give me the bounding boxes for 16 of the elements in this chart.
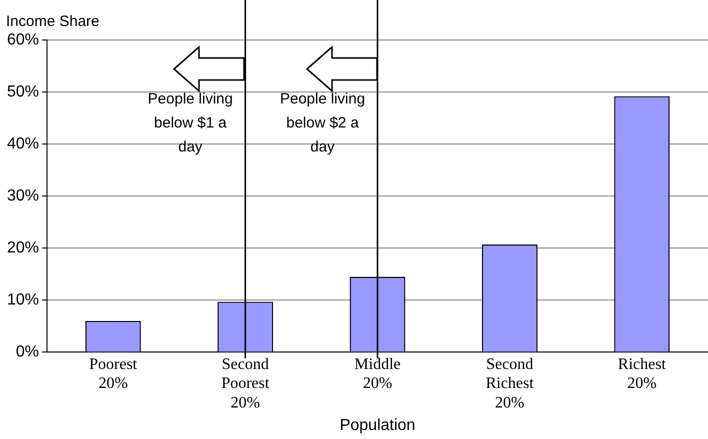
x-tick-label: Second Richest 20%: [486, 356, 534, 412]
y-tick-label: 60%: [6, 31, 40, 48]
x-tick-label: Poorest 20%: [89, 356, 138, 392]
y-tick-label: 30%: [6, 188, 40, 205]
ref-line-label: People living below $2 a day: [280, 90, 366, 156]
y-tick-label: 0%: [16, 344, 40, 361]
x-axis-title: Population: [340, 416, 416, 434]
y-tick-label: 10%: [6, 292, 40, 309]
y-axis-title: Income Share: [6, 13, 100, 30]
x-tick-label: Second Poorest 20%: [221, 356, 270, 412]
x-tick-label: Middle 20%: [354, 356, 401, 392]
y-tick-label: 50%: [6, 83, 40, 100]
y-tick-label: 40%: [6, 135, 40, 152]
x-tick-label: Richest 20%: [618, 356, 666, 392]
y-tick-label: 20%: [6, 240, 40, 257]
ref-line-label: People living below $1 a day: [148, 90, 233, 156]
